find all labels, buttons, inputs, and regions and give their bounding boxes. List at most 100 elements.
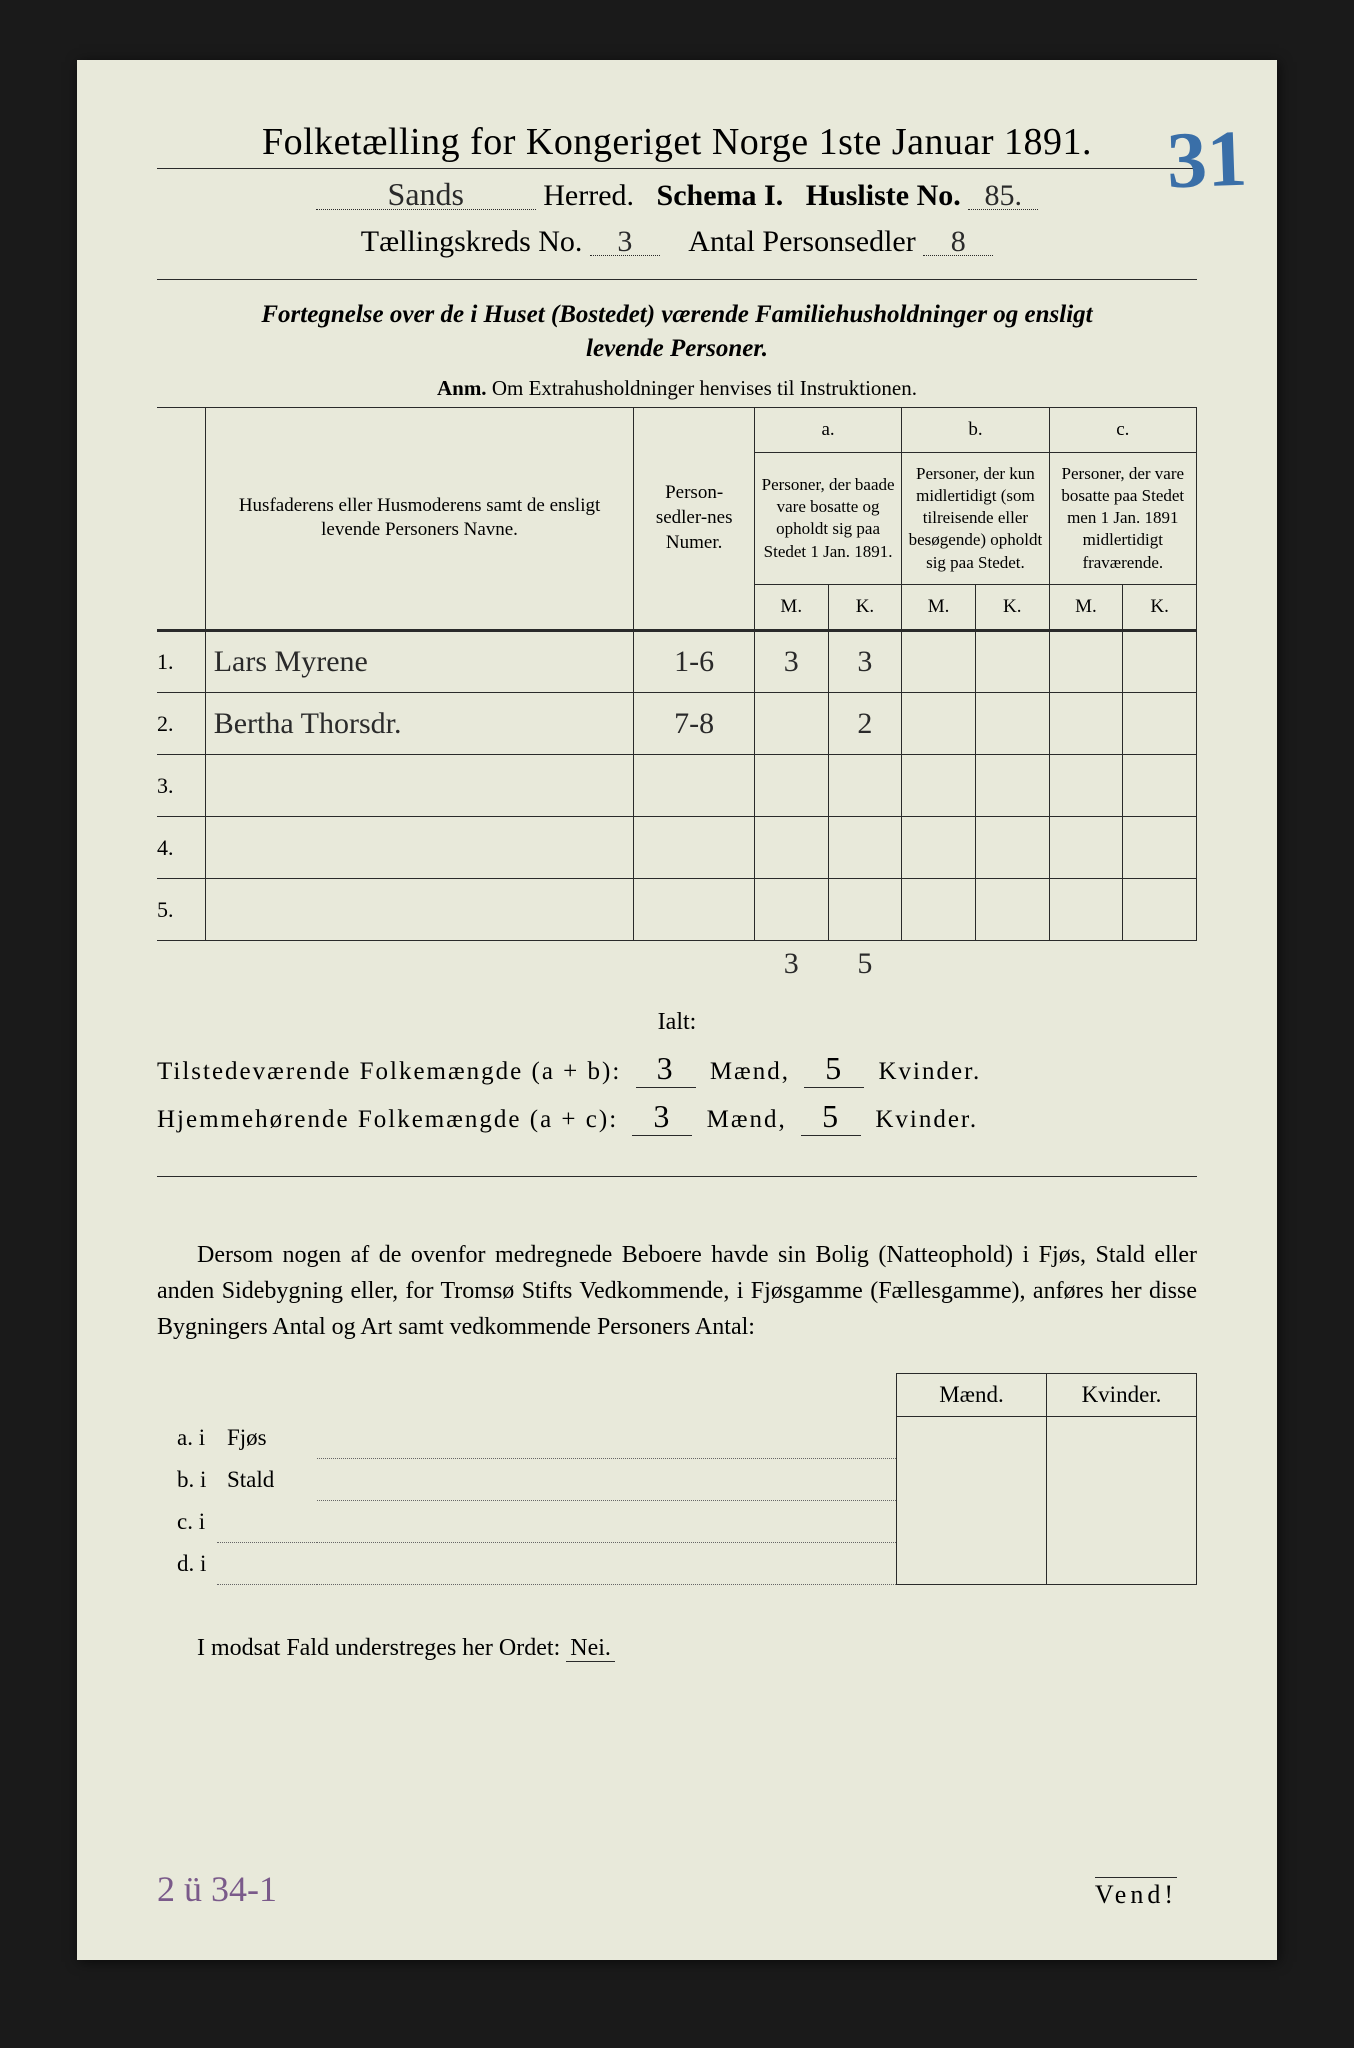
bygning-row: c. i [157, 1501, 1197, 1543]
fortegnelse-line2: levende Personer. [586, 335, 768, 362]
col-b-k: K. [975, 584, 1049, 631]
cell-a-k: 2 [828, 693, 902, 755]
bygning-label: c. i [157, 1501, 217, 1543]
census-form-page: 31 Folketælling for Kongeriget Norge 1st… [77, 60, 1277, 1960]
modsat-text: I modsat Fald understreges her Ordet: [197, 1635, 560, 1661]
bottom-annotation: 2 ü 34-1 [157, 1868, 277, 1910]
table-row: 4. [157, 817, 1197, 879]
total-a-m: 3 [754, 941, 828, 988]
bygning-header-m: Mænd. [897, 1374, 1047, 1417]
col-c-letter: c. [1049, 407, 1196, 453]
tilstede-line: Tilstedeværende Folkemængde (a + b): 3 M… [157, 1050, 1197, 1088]
divider [157, 279, 1197, 280]
person-numbers: 1-6 [634, 631, 755, 693]
bygning-label: b. i [157, 1459, 217, 1501]
maend-label: Mænd, [710, 1058, 790, 1085]
col-a-letter: a. [754, 407, 901, 453]
cell-b-m [902, 631, 976, 693]
hjemme-line: Hjemmehørende Folkemængde (a + c): 3 Mæn… [157, 1098, 1197, 1136]
tilstede-label: Tilstedeværende Folkemængde (a + b): [157, 1058, 621, 1085]
totals-row: 3 5 [157, 941, 1197, 988]
table-row: 2. Bertha Thorsdr. 7-8 2 [157, 693, 1197, 755]
row-number: 1. [157, 631, 205, 693]
person-numbers: 7-8 [634, 693, 755, 755]
cell-a-k: 3 [828, 631, 902, 693]
bygning-header-k: Kvinder. [1047, 1374, 1197, 1417]
cell-b-k [975, 693, 1049, 755]
col-a-k: K. [828, 584, 902, 631]
hjemme-k: 5 [801, 1098, 861, 1136]
form-title: Folketælling for Kongeriget Norge 1ste J… [157, 120, 1197, 169]
tilstede-m: 3 [636, 1050, 696, 1088]
cell-c-k [1123, 631, 1197, 693]
schema-label: Schema I. [657, 179, 784, 212]
bygning-type: Fjøs [217, 1417, 317, 1459]
hjemme-label: Hjemmehørende Folkemængde (a + c): [157, 1106, 618, 1133]
col-c-text: Personer, der vare bosatte paa Stedet me… [1049, 453, 1196, 584]
table-row: 3. [157, 755, 1197, 817]
table-row: 1. Lars Myrene 1-6 3 3 [157, 631, 1197, 693]
fortegnelse-line1: Fortegnelse over de i Huset (Bostedet) v… [261, 301, 1092, 328]
col-b-m: M. [902, 584, 976, 631]
bygning-row: a. i Fjøs [157, 1417, 1197, 1459]
person-numbers [634, 755, 755, 817]
totals-block: Ialt: Tilstedeværende Folkemængde (a + b… [157, 1009, 1197, 1136]
bygning-label: a. i [157, 1417, 217, 1459]
col-c-m: M. [1049, 584, 1123, 631]
col-c-k: K. [1123, 584, 1197, 631]
row-number: 5. [157, 879, 205, 941]
husliste-value: 85. [968, 182, 1038, 210]
divider-2 [157, 1176, 1197, 1177]
husliste-label: Husliste No. [806, 179, 961, 212]
herred-value: Sands [316, 180, 536, 210]
bygning-label: d. i [157, 1543, 217, 1585]
herred-label: Herred. [543, 179, 634, 212]
col-b-letter: b. [902, 407, 1049, 453]
col-a-m: M. [754, 584, 828, 631]
anm-text: Om Extrahusholdninger henvises til Instr… [492, 376, 917, 400]
household-table: Husfaderens eller Husmoderens samt de en… [157, 407, 1197, 988]
cell-b-k [975, 631, 1049, 693]
kvinder-label: Kvinder. [878, 1058, 981, 1085]
householder-name: Lars Myrene [205, 631, 634, 693]
col-name-header: Husfaderens eller Husmoderens samt de en… [205, 407, 634, 631]
nei-word: Nei. [566, 1635, 615, 1662]
anm-prefix: Anm. [437, 376, 487, 400]
cell-a-m: 3 [754, 631, 828, 693]
fortegnelse-heading: Fortegnelse over de i Huset (Bostedet) v… [157, 298, 1197, 366]
col-a-text: Personer, der baade vare bosatte og opho… [754, 453, 901, 584]
bygning-row: b. i Stald [157, 1459, 1197, 1501]
householder-name: Bertha Thorsdr. [205, 693, 634, 755]
antal-label: Antal Personsedler [688, 225, 915, 258]
cell-c-m [1049, 693, 1123, 755]
tilstede-k: 5 [804, 1050, 864, 1088]
cell-a-m [754, 693, 828, 755]
header-line-kreds: Tællingskreds No. 3 Antal Personsedler 8 [157, 225, 1197, 259]
cell-c-k [1123, 693, 1197, 755]
bygning-row: d. i [157, 1543, 1197, 1585]
bygning-type: Stald [217, 1459, 317, 1501]
anm-note: Anm. Om Extrahusholdninger henvises til … [157, 376, 1197, 401]
row-number: 3. [157, 755, 205, 817]
hjemme-m: 3 [632, 1098, 692, 1136]
page-annotation-number: 31 [1165, 114, 1248, 208]
householder-name [205, 755, 634, 817]
col-b-text: Personer, der kun midlertidigt (som tilr… [902, 453, 1049, 584]
kreds-value: 3 [590, 228, 660, 256]
modsat-line: I modsat Fald understreges her Ordet: Ne… [157, 1635, 1197, 1662]
table-row: 5. [157, 879, 1197, 941]
kreds-label: Tællingskreds No. [361, 225, 583, 258]
row-number: 2. [157, 693, 205, 755]
header-line-herred: Sands Herred. Schema I. Husliste No. 85. [157, 179, 1197, 213]
vend-label: Vend! [1095, 1877, 1177, 1910]
antal-value: 8 [923, 228, 993, 256]
row-number: 4. [157, 817, 205, 879]
bygning-paragraph: Dersom nogen af de ovenfor medregnede Be… [157, 1237, 1197, 1345]
col-numer-header: Person-sedler-nes Numer. [634, 407, 755, 631]
kvinder-label-2: Kvinder. [875, 1106, 978, 1133]
maend-label-2: Mænd, [707, 1106, 787, 1133]
bygning-table: Mænd. Kvinder. a. i Fjøs b. i Stald c. i… [157, 1373, 1197, 1585]
cell-b-m [902, 693, 976, 755]
cell-c-m [1049, 631, 1123, 693]
ialt-label: Ialt: [157, 1009, 1197, 1036]
